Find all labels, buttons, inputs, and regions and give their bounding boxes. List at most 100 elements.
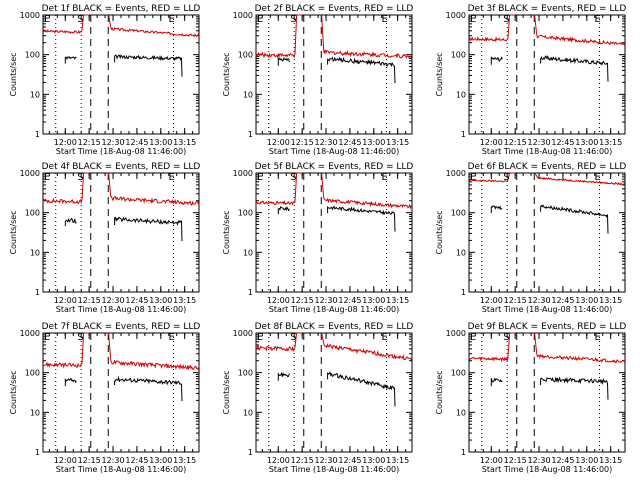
marker-e: E [595, 172, 601, 183]
panel-title: Det 3f BLACK = Events, RED = LLD [468, 4, 627, 14]
events-series-after [540, 204, 609, 234]
lld-series-before [42, 172, 85, 205]
y-tick-label: 100 [238, 369, 253, 378]
y-tick-label: 1000 [446, 329, 466, 338]
y-tick-label: 1 [248, 448, 253, 457]
x-axis-label: Start Time (18-Aug-08 11:46:00) [482, 465, 613, 474]
x-tick-label: 12:15 [291, 296, 314, 305]
marker-e-left: E [470, 14, 476, 25]
lld-series-after [108, 172, 200, 206]
x-tick-label: 13:00 [149, 296, 172, 305]
x-tick-label: 12:00 [480, 456, 503, 465]
x-tick-label: 13:00 [149, 456, 172, 465]
x-tick-label: 13:15 [599, 138, 622, 147]
x-tick-label: 12:45 [338, 296, 361, 305]
y-tick-label: 1000 [446, 11, 466, 20]
lld-series-before [255, 332, 298, 353]
lld-series-after [534, 332, 626, 364]
panel-det-9: 1 10 100 1000 12:00 12:15 12:30 12:45 13:00 13:15… [435, 322, 626, 474]
events-series-after [327, 371, 396, 407]
x-tick-label: 12:30 [102, 138, 125, 147]
x-tick-label: 12:15 [78, 296, 101, 305]
x-tick-label: 13:00 [362, 138, 385, 147]
y-tick-label: 1000 [233, 11, 253, 20]
y-tick-label: 100 [25, 369, 40, 378]
y-axis-label: Counts/sec [435, 210, 444, 254]
x-tick-label: 13:00 [575, 456, 598, 465]
events-series-after [114, 375, 183, 402]
y-tick-label: 1 [35, 448, 40, 457]
marker-e: E [595, 14, 601, 25]
events-series-before [64, 377, 77, 387]
x-tick-label: 12:00 [267, 456, 290, 465]
plot-frame [255, 14, 413, 135]
x-axis-label: Start Time (18-Aug-08 11:46:00) [56, 147, 187, 156]
x-tick-label: 13:15 [173, 456, 196, 465]
x-tick-label: 13:00 [149, 138, 172, 147]
lld-series-after [534, 172, 625, 186]
marker-e: E [382, 14, 388, 25]
events-series-before [490, 56, 503, 65]
marker-e: E [595, 332, 601, 343]
y-tick-label: 100 [451, 51, 466, 60]
lld-series-before [469, 14, 511, 43]
plot-frame [468, 172, 626, 293]
y-tick-label: 10 [30, 408, 40, 417]
x-tick-label: 12:30 [528, 456, 551, 465]
events-series-after [114, 216, 183, 242]
x-tick-label: 12:30 [102, 456, 125, 465]
x-tick-label: 12:00 [480, 138, 503, 147]
marker-e-left: E [257, 332, 263, 343]
x-tick-label: 12:30 [528, 296, 551, 305]
marker-s: S [290, 172, 296, 183]
x-tick-label: 12:15 [291, 138, 314, 147]
y-tick-label: 1000 [20, 329, 40, 338]
x-tick-label: 12:15 [504, 138, 527, 147]
plot-frame [468, 14, 626, 135]
panel-det-3: 1 10 100 1000 12:00 12:15 12:30 12:45 13:00 13:15… [435, 4, 626, 156]
x-tick-label: 12:30 [315, 138, 338, 147]
y-tick-label: 1 [461, 288, 466, 297]
x-tick-label: 12:45 [551, 296, 574, 305]
y-tick-label: 10 [243, 248, 253, 257]
lld-series-after [321, 332, 413, 361]
y-tick-label: 10 [30, 248, 40, 257]
x-tick-label: 12:00 [54, 456, 77, 465]
x-tick-label: 13:15 [599, 296, 622, 305]
marker-e-left: E [44, 332, 50, 343]
plot-frame [468, 332, 626, 453]
marker-e: E [382, 172, 388, 183]
lld-series-after [321, 172, 413, 210]
x-tick-label: 12:45 [338, 138, 361, 147]
x-tick-label: 13:00 [575, 296, 598, 305]
panel-title: Det 1f BLACK = Events, RED = LLD [42, 4, 201, 14]
marker-e-left: E [257, 14, 263, 25]
marker-s: S [503, 14, 509, 25]
y-tick-label: 1000 [20, 11, 40, 20]
marker-s: S [503, 172, 509, 183]
marker-s: S [503, 332, 509, 343]
panel-det-2: 1 10 100 1000 12:00 12:15 12:30 12:45 13:00 13:15… [222, 4, 413, 156]
x-axis-label: Start Time (18-Aug-08 11:46:00) [269, 305, 400, 314]
plot-frame [42, 172, 200, 293]
lld-series-after [108, 332, 200, 371]
y-tick-label: 1000 [233, 169, 253, 178]
lld-series-before [468, 172, 511, 183]
y-tick-label: 10 [456, 408, 466, 417]
x-tick-label: 13:15 [386, 456, 409, 465]
x-tick-label: 12:15 [78, 456, 101, 465]
panel-title: Det 7f BLACK = Events, RED = LLD [42, 322, 201, 332]
x-tick-label: 12:45 [551, 138, 574, 147]
y-tick-label: 1000 [20, 169, 40, 178]
marker-s: S [77, 172, 83, 183]
y-tick-label: 1 [461, 130, 466, 139]
x-tick-label: 12:45 [551, 456, 574, 465]
x-tick-label: 12:45 [125, 296, 148, 305]
x-tick-label: 12:30 [102, 296, 125, 305]
marker-s: S [290, 14, 296, 25]
y-tick-label: 10 [456, 90, 466, 99]
y-tick-label: 100 [25, 51, 40, 60]
lld-series-after [321, 14, 413, 59]
panel-title: Det 8f BLACK = Events, RED = LLD [255, 322, 414, 332]
